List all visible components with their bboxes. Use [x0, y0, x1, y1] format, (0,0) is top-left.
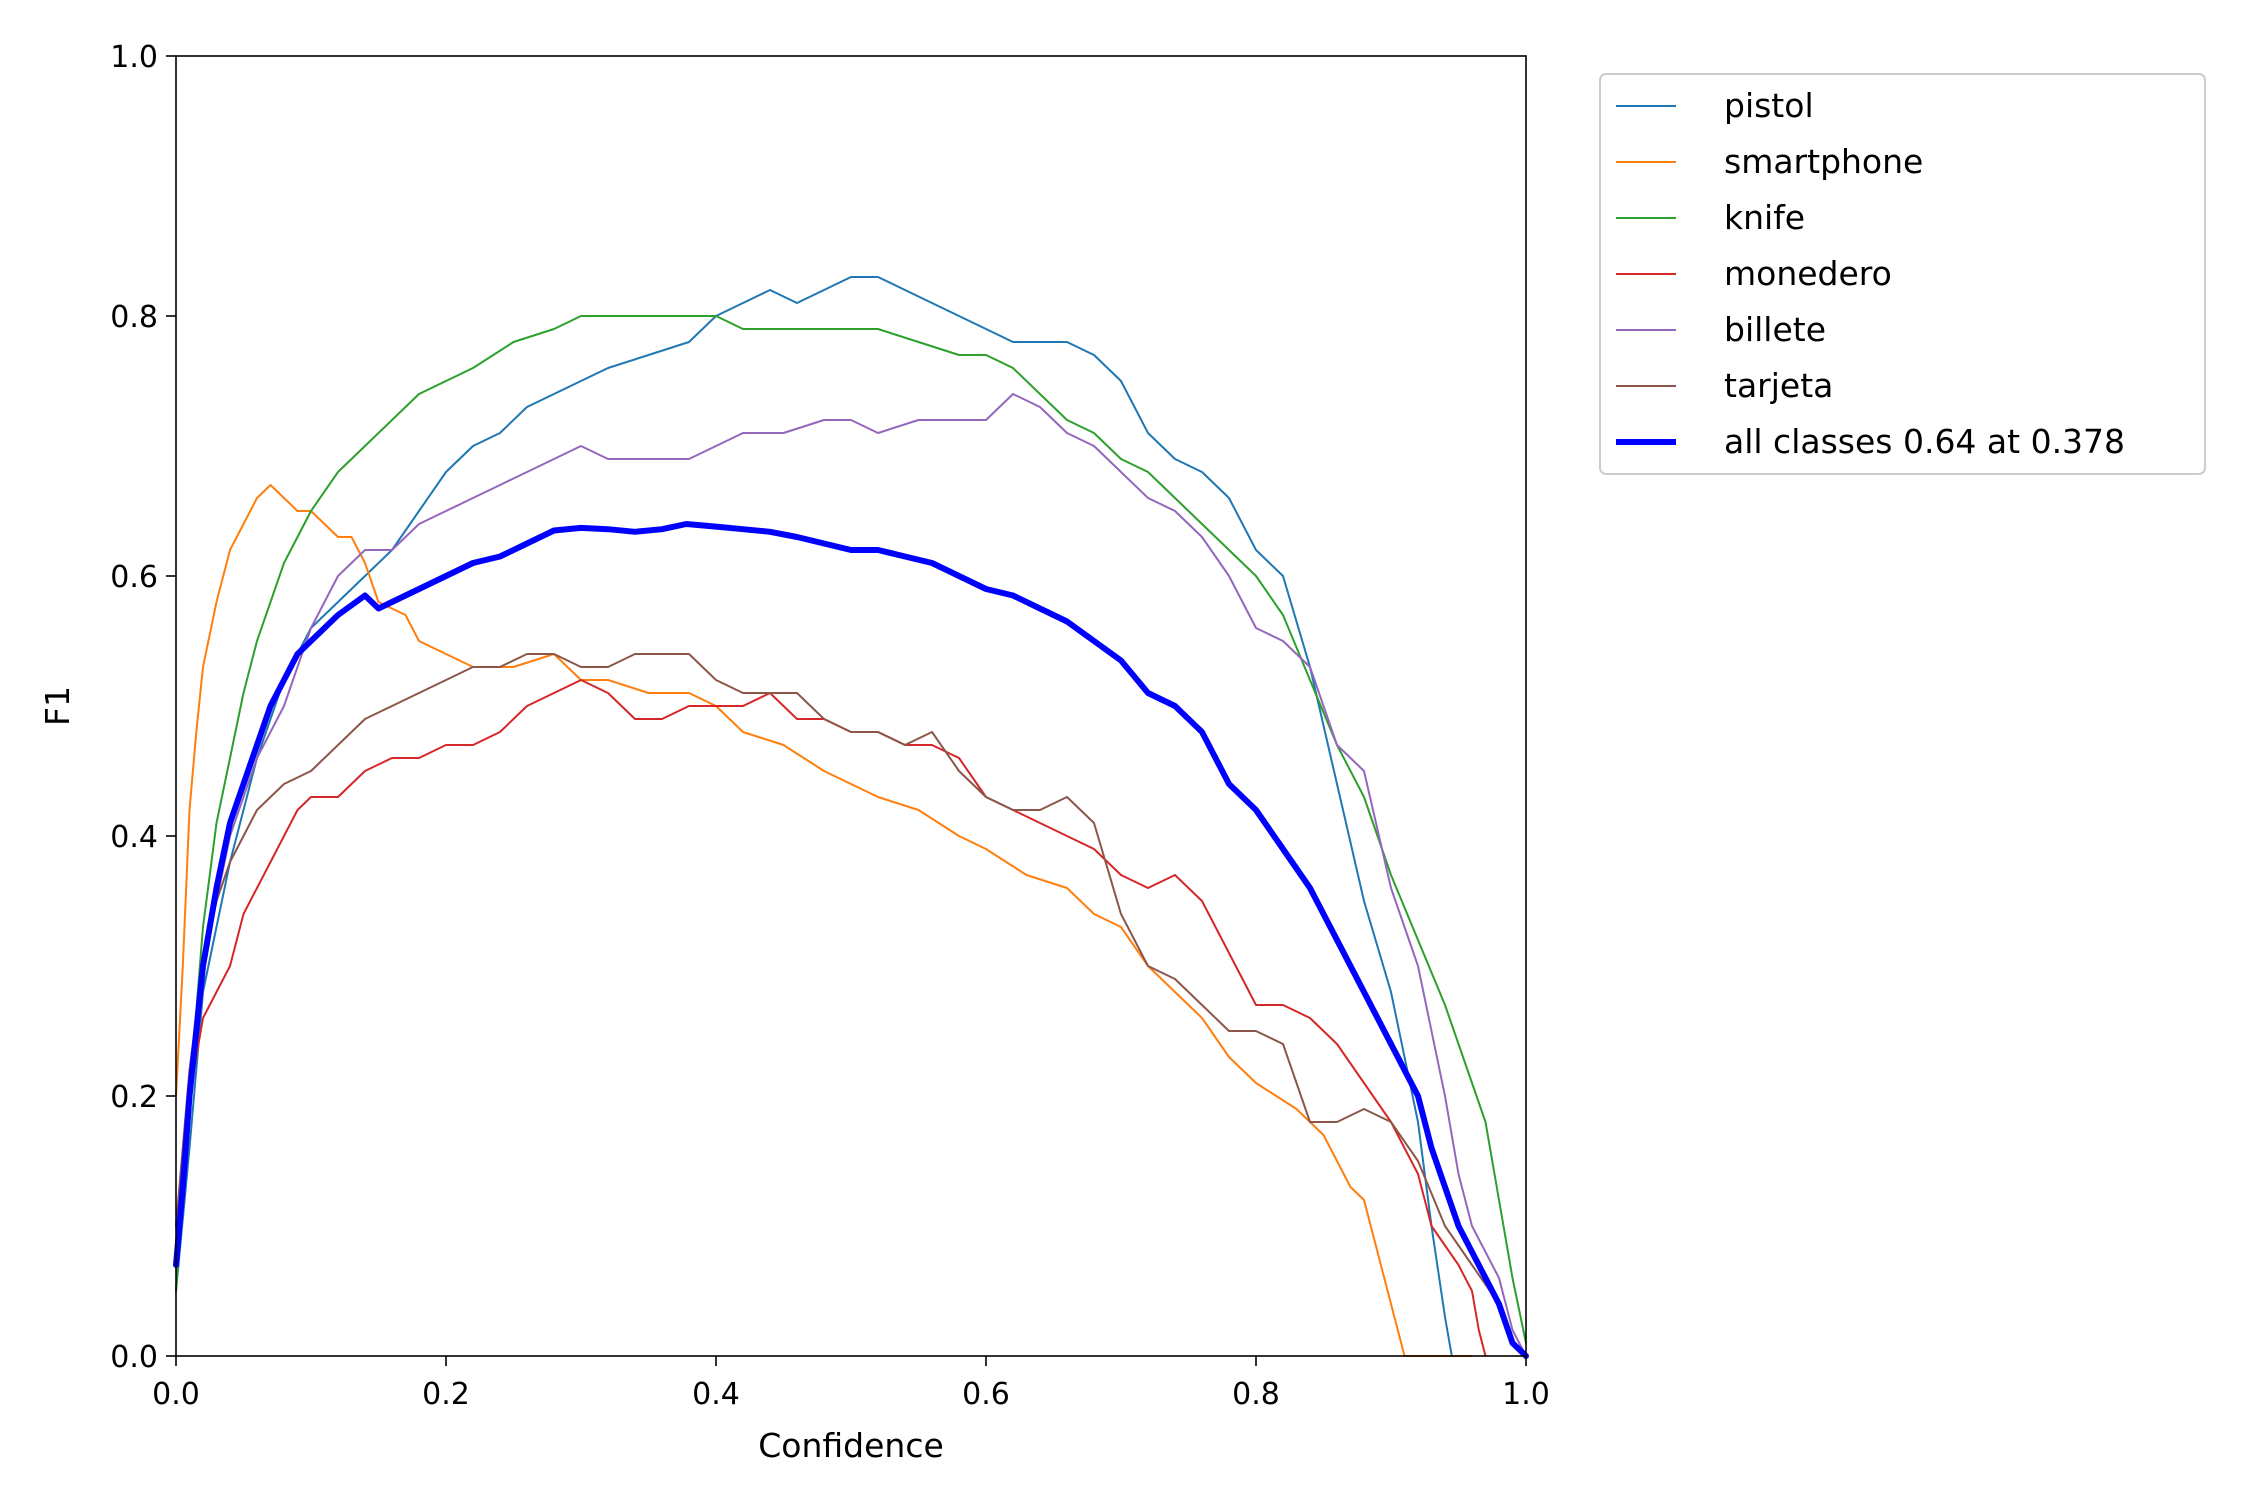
axis-layer: 0.0 0.2 0.4 0.6 0.8 1.0 0.0 0.2 0.4 0.6 0.8 1.0: [110, 40, 1550, 1412]
y-tick-label: 0.8: [110, 300, 158, 335]
plot-frame: [175, 55, 1527, 1357]
y-tick-label: 0.0: [110, 1340, 158, 1375]
legend-label-2: knife: [1724, 198, 1805, 237]
series-line-0: [175, 276, 1453, 1357]
x-tick-label: 0.4: [692, 1377, 740, 1412]
legend-label-5: tarjeta: [1724, 366, 1833, 405]
y-tick-label: 0.2: [110, 1080, 158, 1115]
legend-label-6: all classes 0.64 at 0.378: [1724, 422, 2125, 461]
legend: pistol smartphone knife monedero billete tarj…: [1599, 73, 2206, 475]
x-tick-label: 0.0: [152, 1377, 200, 1412]
x-tick-label: 0.8: [1232, 1377, 1280, 1412]
series-line-2: [175, 315, 1527, 1344]
y-axis-label: F1: [38, 686, 77, 726]
x-axis-label: Confidence: [758, 1426, 944, 1465]
series-line-3: [175, 679, 1487, 1357]
legend-label-4: billete: [1724, 310, 1826, 349]
x-tick-label: 0.2: [422, 1377, 470, 1412]
x-tick-label: 0.6: [962, 1377, 1010, 1412]
legend-label-0: pistol: [1724, 86, 1814, 125]
y-tick-label: 0.4: [110, 820, 158, 855]
series-layer: [173, 276, 1529, 1359]
legend-label-3: monedero: [1724, 254, 1892, 293]
series-line-5: [175, 653, 1527, 1357]
y-tick-label: 1.0: [110, 40, 158, 75]
legend-box: [1599, 73, 2206, 475]
series-line-4: [175, 393, 1527, 1357]
x-tick-label: 1.0: [1502, 1377, 1550, 1412]
legend-label-1: smartphone: [1724, 142, 1923, 181]
series-line-6: [173, 521, 1529, 1359]
y-tick-label: 0.6: [110, 560, 158, 595]
series-line-1: [175, 484, 1473, 1357]
